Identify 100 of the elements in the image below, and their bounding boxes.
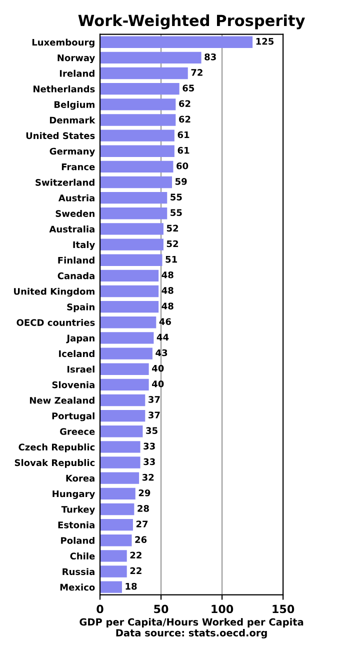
bar xyxy=(100,83,180,95)
data-label: 33 xyxy=(144,442,155,450)
y-tick-label: Finland xyxy=(58,256,94,264)
y-tick-label: Portugal xyxy=(52,412,94,422)
data-label: 27 xyxy=(136,520,148,528)
chart-title: Work-Weighted Prosperity xyxy=(78,14,305,30)
y-tick-label: Austria xyxy=(58,194,94,202)
y-tick-label: Chile xyxy=(70,552,95,560)
bar xyxy=(100,52,202,64)
bar xyxy=(100,503,134,516)
data-label: 48 xyxy=(162,271,174,278)
data-label: 65 xyxy=(182,84,194,92)
data-label: 40 xyxy=(152,380,164,388)
y-tick-label: Germany xyxy=(50,148,95,156)
bar xyxy=(100,566,127,578)
data-label: 55 xyxy=(170,194,182,200)
y-tick-label: Italy xyxy=(73,241,95,250)
y-tick-label: Russia xyxy=(62,568,94,576)
y-tick-label: Denmark xyxy=(50,116,96,124)
bar xyxy=(100,534,132,546)
data-label: 32 xyxy=(142,474,154,481)
data-label: 33 xyxy=(144,458,155,466)
data-label: 61 xyxy=(178,131,190,138)
data-label: 61 xyxy=(178,146,190,154)
bar xyxy=(100,192,168,204)
bar xyxy=(100,67,188,80)
y-tick-label: United States xyxy=(26,132,95,140)
bar xyxy=(100,208,168,220)
data-label: 72 xyxy=(191,69,202,76)
data-label: 52 xyxy=(166,224,178,232)
y-tick-label: France xyxy=(62,164,95,170)
y-tick-label: Belgium xyxy=(54,100,94,110)
y-tick-label: Korea xyxy=(66,474,94,482)
x-tick-label: 150 xyxy=(272,604,294,614)
data-label: 22 xyxy=(130,567,142,574)
bar xyxy=(100,114,176,126)
y-tick-label: OECD countries xyxy=(16,318,95,326)
bar xyxy=(100,581,122,593)
data-label: 83 xyxy=(204,53,216,60)
data-label: 62 xyxy=(179,116,190,123)
bar xyxy=(100,254,162,266)
data-label: 37 xyxy=(148,412,160,418)
bar xyxy=(100,441,140,453)
y-tick-label: Switzerland xyxy=(36,178,94,186)
data-label: 46 xyxy=(159,318,171,326)
data-label: 48 xyxy=(162,302,174,310)
y-tick-label: Japan xyxy=(66,334,94,344)
x-tick-label: 50 xyxy=(154,604,168,614)
bar xyxy=(100,472,140,484)
data-label: 35 xyxy=(146,427,158,434)
y-tick-label: New Zealand xyxy=(30,396,94,404)
bar xyxy=(100,300,159,313)
bar xyxy=(100,410,146,422)
bar xyxy=(100,363,149,375)
y-tick-label: Ireland xyxy=(60,70,94,77)
bar xyxy=(100,270,159,282)
bar xyxy=(100,550,127,562)
y-tick-label: Hungary xyxy=(52,490,95,499)
data-label: 37 xyxy=(148,396,160,403)
y-tick-label: Israel xyxy=(67,366,94,373)
bar xyxy=(100,488,136,500)
data-label: 29 xyxy=(138,489,150,496)
bar xyxy=(100,316,156,328)
data-label: 48 xyxy=(162,287,174,294)
data-label: 22 xyxy=(130,552,142,558)
y-tick-label: Australia xyxy=(49,226,94,233)
bar xyxy=(100,456,140,468)
bar xyxy=(100,378,149,391)
bar xyxy=(100,426,143,438)
bar xyxy=(100,98,176,110)
y-tick-label: Canada xyxy=(58,272,94,280)
data-label: 18 xyxy=(126,582,137,590)
y-tick-label: United Kingdom xyxy=(14,288,94,297)
y-tick-label: Spain xyxy=(67,303,94,312)
data-label: 125 xyxy=(256,38,274,45)
bar xyxy=(100,394,146,406)
data-label: 60 xyxy=(176,162,188,170)
y-tick-label: Iceland xyxy=(59,350,94,358)
y-tick-label: Turkey xyxy=(61,506,95,515)
data-label: 40 xyxy=(152,364,164,372)
y-tick-label: Luxembourg xyxy=(32,38,94,48)
data-label: 51 xyxy=(166,256,177,263)
bar xyxy=(100,238,164,250)
bar xyxy=(100,518,133,531)
y-tick-label: Greece xyxy=(60,428,95,435)
source-note: Data source: stats.oecd.org xyxy=(116,628,267,638)
bar xyxy=(100,160,174,173)
data-label: 44 xyxy=(156,334,169,340)
bar xyxy=(100,348,152,360)
bar xyxy=(100,36,253,48)
bar xyxy=(100,223,164,235)
bar xyxy=(100,176,172,188)
x-tick-label: 100 xyxy=(212,604,234,614)
x-axis-title: GDP per Capita/Hours Worked per Capita xyxy=(80,618,304,628)
data-label: 62 xyxy=(179,100,190,108)
data-label: 59 xyxy=(175,178,187,185)
y-tick-label: Slovenia xyxy=(52,381,94,388)
data-label: 43 xyxy=(156,349,168,356)
y-tick-label: Czech Republic xyxy=(18,444,95,452)
data-label: 28 xyxy=(138,505,149,512)
